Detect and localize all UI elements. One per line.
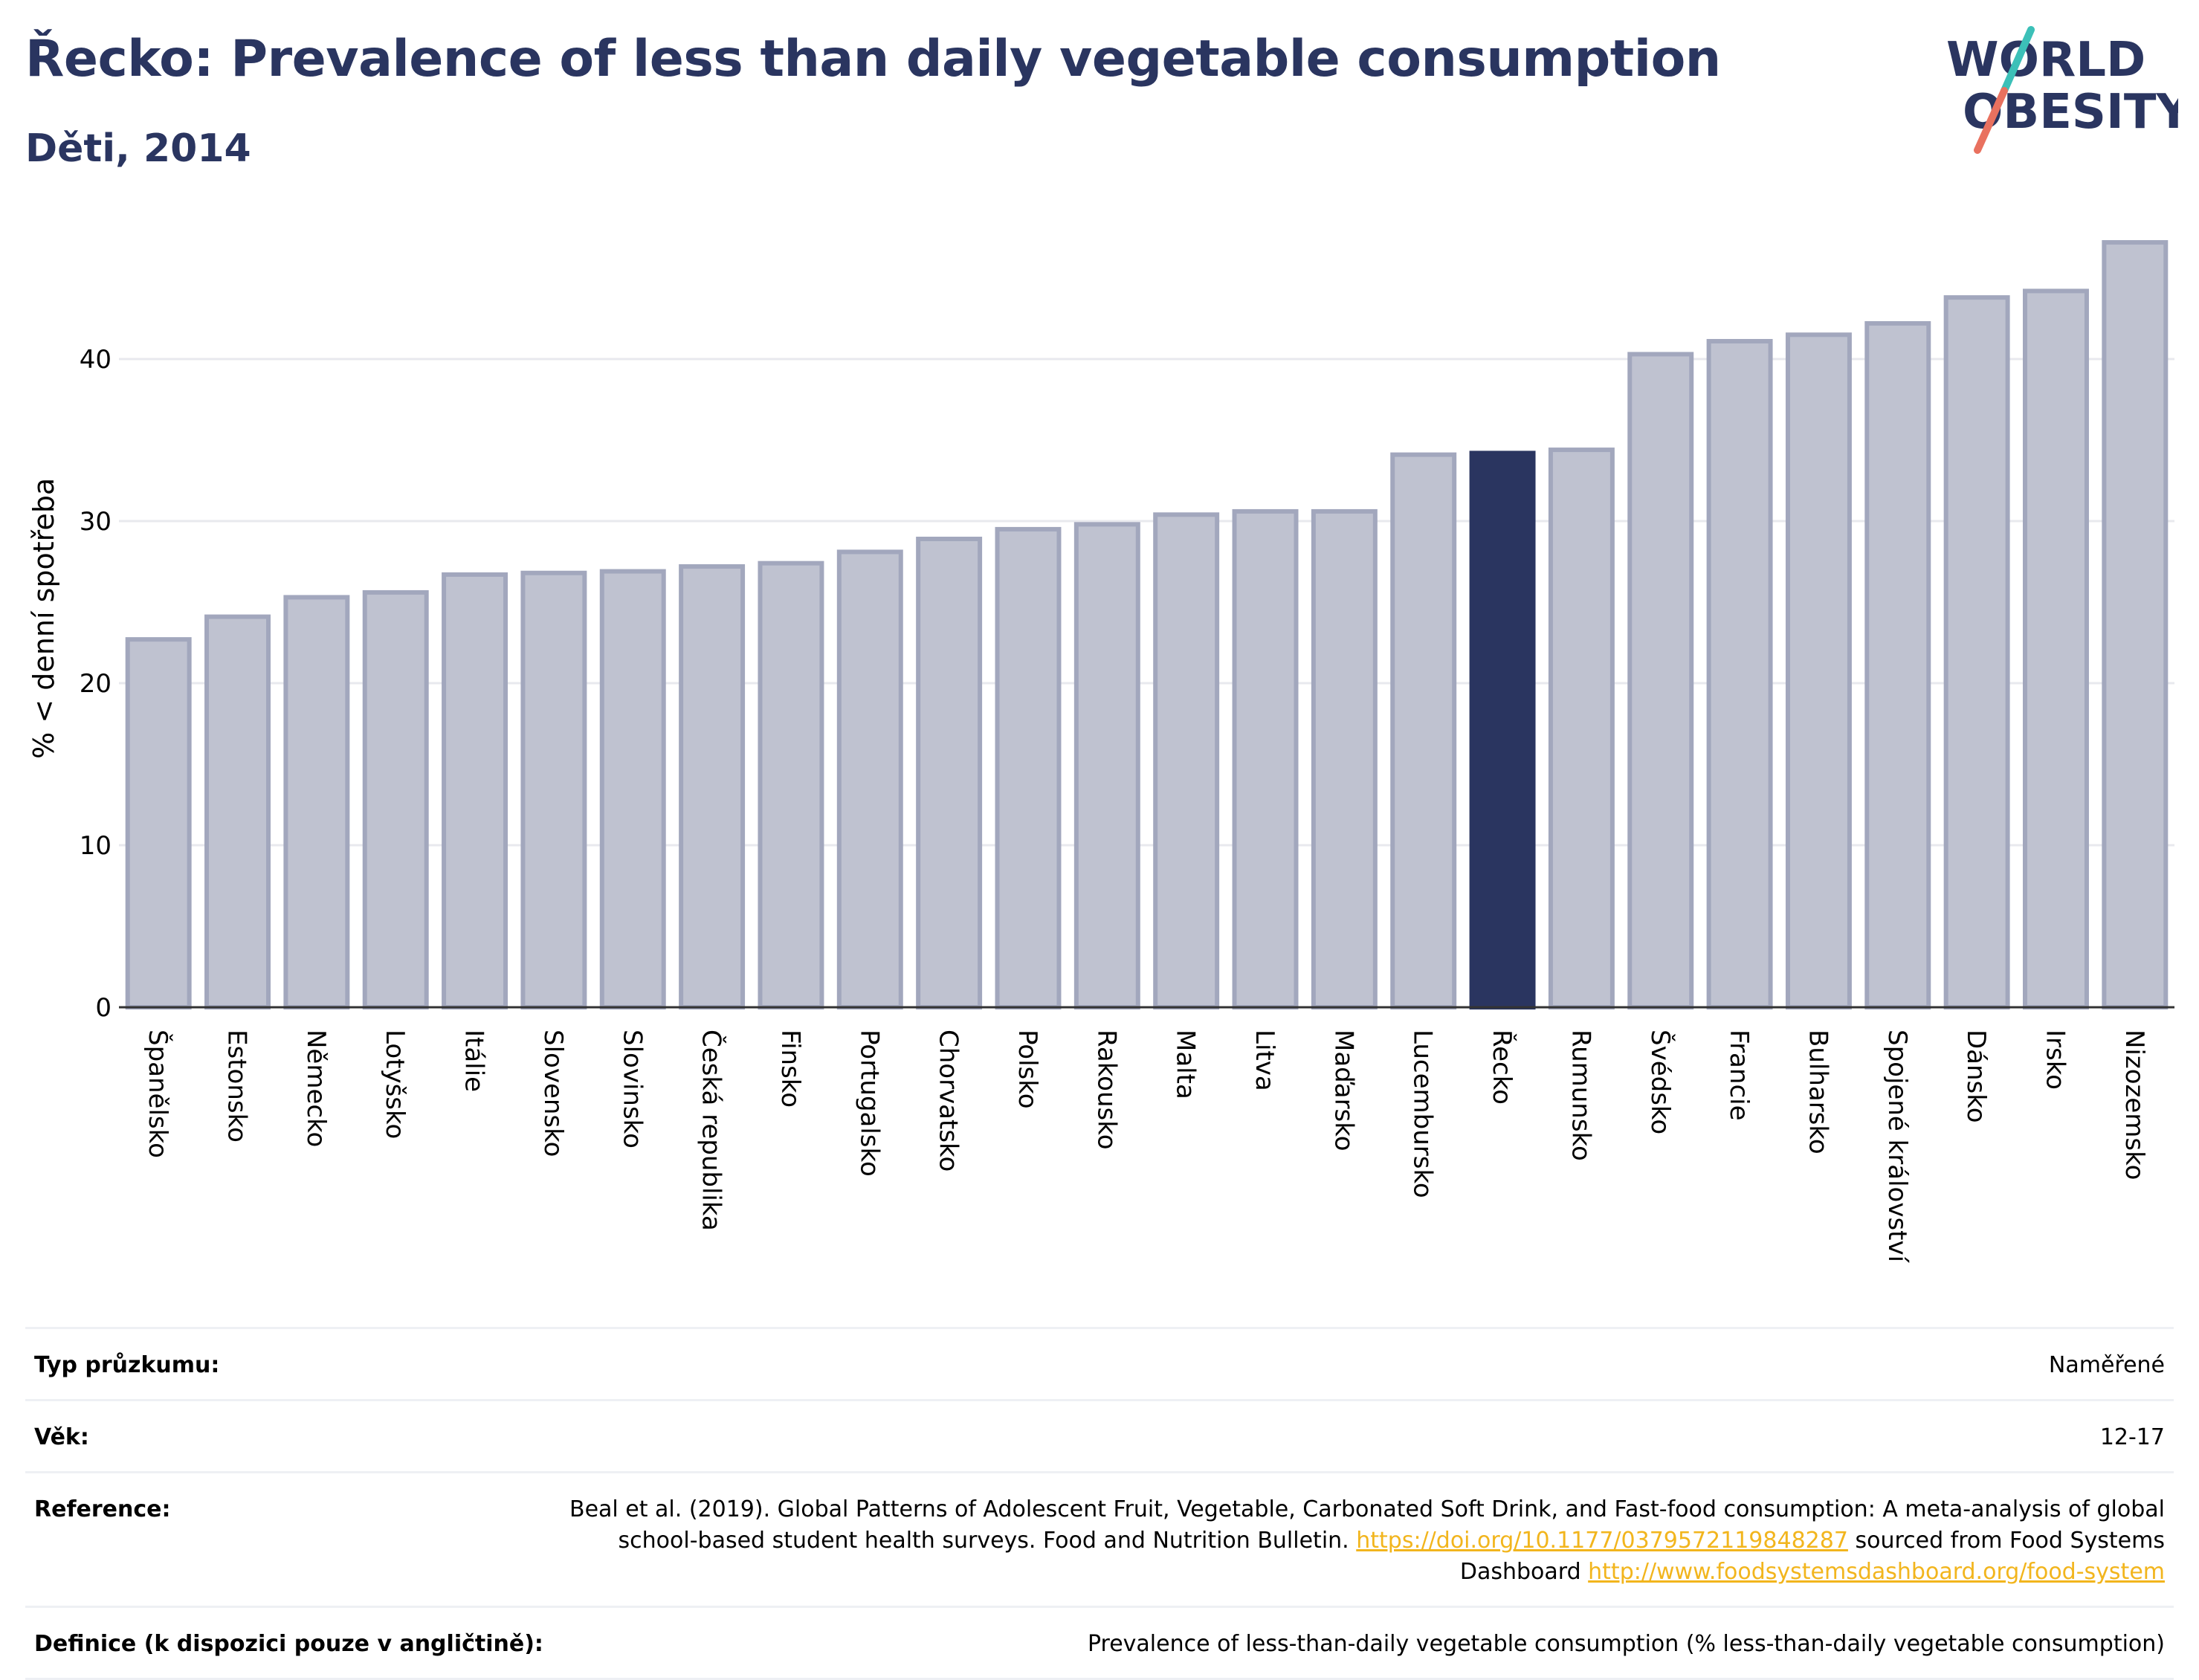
bar	[442, 572, 508, 1009]
bar	[2023, 288, 2089, 1009]
bar	[836, 549, 903, 1009]
x-tick-label: Malta	[1171, 1030, 1201, 1099]
metadata-table: Typ průzkumu: Naměřené Věk: 12-17 Refere…	[25, 1327, 2174, 1680]
y-tick-label: 30	[80, 507, 112, 537]
x-tick-label: Slovinsko	[617, 1030, 647, 1148]
meta-row-age: Věk: 12-17	[25, 1399, 2174, 1471]
bar	[1153, 512, 1220, 1009]
bar	[1943, 295, 2010, 1010]
logo-slash-coral	[1974, 87, 2008, 154]
reference-text-1: Beal et al. (2019). Global Patterns of A…	[569, 1496, 2165, 1554]
bar	[1311, 508, 1378, 1009]
definition-label: Definice (k dispozici pouze v angličtině…	[34, 1631, 543, 1657]
x-tick-label: Maďarsko	[1328, 1030, 1358, 1151]
tick-labels: 0 10 20 30 40 Španělsko Estonsko Německo Lotyšsk…	[28, 345, 2149, 1264]
bar	[1706, 339, 1773, 1009]
bar	[599, 569, 666, 1009]
y-tick-label: 10	[80, 831, 112, 861]
bar	[125, 637, 192, 1009]
x-tick-label: Lucembursko	[1408, 1030, 1438, 1198]
reference-text-2: sourced from Food Systems Dashboard	[1459, 1528, 2165, 1585]
bar	[1548, 448, 1615, 1009]
bar	[1073, 522, 1140, 1009]
bars	[125, 240, 2169, 1010]
bar	[1232, 508, 1299, 1009]
y-tick-label: 0	[95, 993, 112, 1023]
bar	[1864, 321, 1931, 1010]
meta-row-definition: Definice (k dispozici pouze v angličtině…	[25, 1606, 2174, 1680]
x-tick-label: Estonsko	[222, 1030, 252, 1143]
bar	[758, 560, 824, 1009]
reference-label: Reference:	[34, 1496, 171, 1522]
logo-word-world: WORLD	[1946, 33, 2145, 88]
x-tick-label: Itálie	[459, 1030, 489, 1092]
x-tick-label: Bulharsko	[1803, 1030, 1832, 1154]
x-tick-label: Irsko	[2040, 1030, 2070, 1090]
x-tick-label: Česká republika	[697, 1030, 727, 1231]
bar	[679, 564, 746, 1009]
x-tick-label: Rakousko	[1091, 1030, 1121, 1150]
bar	[1469, 450, 1536, 1009]
x-tick-label: Litva	[1250, 1030, 1279, 1091]
bar	[995, 526, 1062, 1009]
x-tick-label: Spojené království	[1882, 1030, 1912, 1264]
bar	[1785, 332, 1852, 1009]
y-tick-label: 40	[80, 345, 112, 375]
bar	[520, 570, 587, 1009]
meta-row-reference: Reference: Beal et al. (2019). Global Pa…	[25, 1471, 2174, 1606]
x-tick-label: Řecko	[1487, 1030, 1517, 1105]
bar	[283, 595, 350, 1009]
chart-subtitle: Děti, 2014	[25, 126, 251, 171]
bar	[2102, 240, 2169, 1009]
y-tick-label: 20	[80, 669, 112, 699]
bar	[916, 536, 983, 1009]
x-tick-label: Nizozemsko	[2119, 1030, 2149, 1180]
definition-value: Prevalence of less-than-daily vegetable …	[1087, 1631, 2165, 1657]
chart-title: Řecko: Prevalence of less than daily veg…	[25, 30, 1721, 88]
x-tick-label: Španělsko	[143, 1030, 173, 1158]
x-tick-label: Lotyšsko	[380, 1030, 410, 1139]
x-tick-label: Polsko	[1013, 1030, 1042, 1109]
x-tick-label: Chorvatsko	[934, 1030, 963, 1172]
meta-row-survey-type: Typ průzkumu: Naměřené	[25, 1327, 2174, 1399]
age-label: Věk:	[34, 1424, 89, 1450]
survey-type-label: Typ průzkumu:	[34, 1352, 220, 1378]
reference-value: Beal et al. (2019). Global Patterns of A…	[529, 1494, 2165, 1588]
food-systems-dashboard-link[interactable]: http://www.foodsystemsdashboard.org/food…	[1588, 1559, 2165, 1585]
x-tick-label: Finsko	[775, 1030, 805, 1108]
doi-link[interactable]: https://doi.org/10.1177/0379572119848287	[1356, 1528, 1848, 1554]
x-tick-label: Dánsko	[1961, 1030, 1991, 1123]
y-axis-label: % < denní spotřeba	[28, 478, 60, 759]
bar	[1390, 452, 1457, 1009]
survey-type-value: Naměřené	[2048, 1352, 2165, 1378]
bar-chart: 0 10 20 30 40 Španělsko Estonsko Německo Lotyšsk…	[28, 240, 2174, 1264]
x-tick-label: Rumunsko	[1566, 1030, 1595, 1161]
age-value: 12-17	[2099, 1424, 2165, 1450]
x-tick-label: Francie	[1724, 1030, 1754, 1121]
x-tick-label: Německo	[301, 1030, 331, 1147]
x-tick-label: Portugalsko	[854, 1030, 884, 1177]
bar	[204, 614, 271, 1009]
logo-slash-teal	[2001, 26, 2035, 94]
bar	[362, 589, 429, 1009]
bar	[1627, 352, 1694, 1009]
world-obesity-logo: WORLD OBESITY	[1946, 26, 2178, 154]
x-tick-label: Slovensko	[538, 1030, 568, 1157]
x-tick-label: Švédsko	[1645, 1030, 1676, 1134]
